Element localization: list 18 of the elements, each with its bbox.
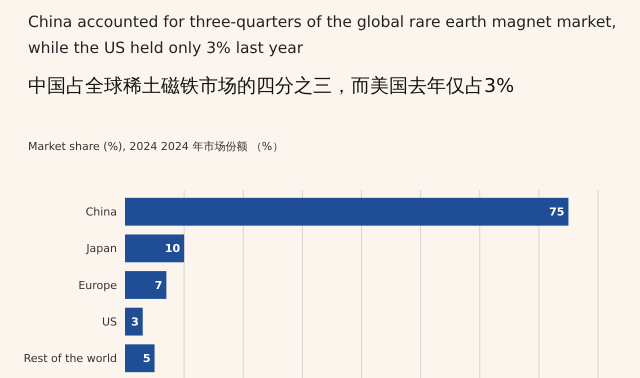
bar xyxy=(125,271,166,299)
y-tick-label: Europe xyxy=(78,278,118,292)
bar xyxy=(125,234,184,262)
chart-subtitle: 中国占全球稀土磁铁市场的四分之三，而美国去年仅占3% xyxy=(28,75,514,97)
bar xyxy=(125,308,143,336)
y-tick-label: Japan xyxy=(85,242,118,256)
y-tick-label: China xyxy=(86,206,117,219)
y-tick-label: US xyxy=(102,315,118,328)
y-tick-label: Rest of the world xyxy=(24,352,117,366)
text: Market share (%), 2024 2024 年市场份额 （%） xyxy=(28,140,284,153)
data-label: 5 xyxy=(142,352,151,366)
data-label: 10 xyxy=(164,242,180,256)
bar xyxy=(125,198,568,226)
bar xyxy=(125,344,155,372)
data-label: 3 xyxy=(131,315,139,328)
data-label: 7 xyxy=(154,278,162,292)
data-label: 75 xyxy=(549,206,564,219)
chart-title: China accounted for three-quarters of the global rare earth magnet market, while the US held only 3% last year xyxy=(28,13,616,57)
